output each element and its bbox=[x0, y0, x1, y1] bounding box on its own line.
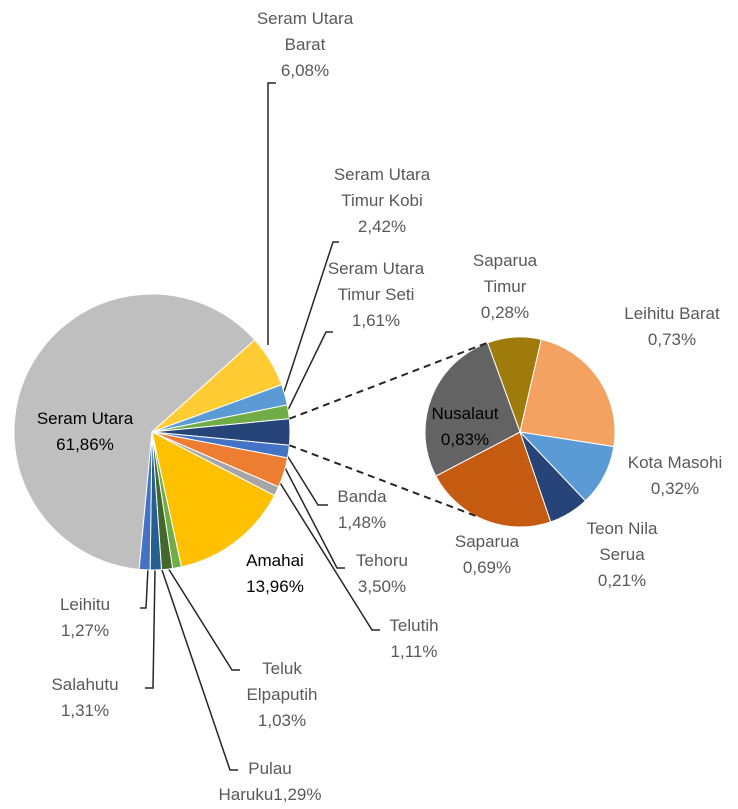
data-label: Salahutu 1,31% bbox=[40, 672, 130, 724]
leader-line bbox=[281, 461, 345, 569]
value-label: 0,83% bbox=[440, 430, 490, 449]
data-label: Teon Nila Serua 0,21% bbox=[577, 516, 667, 594]
category-label: Pulau Haruku bbox=[218, 759, 292, 804]
category-label: Leihitu bbox=[59, 595, 111, 614]
value-label: 61,86% bbox=[56, 435, 114, 454]
value-label: 2,42% bbox=[357, 217, 407, 236]
data-label: Amahai 13,96% bbox=[230, 548, 320, 600]
data-label: Telutih 1,11% bbox=[374, 613, 454, 665]
data-label: Saparua 0,69% bbox=[442, 529, 532, 581]
data-label: Tehoru 3,50% bbox=[342, 548, 422, 600]
data-label: Banda 1,48% bbox=[327, 484, 397, 536]
value-label: 1,11% bbox=[390, 642, 438, 661]
data-label: Nusalaut 0,83% bbox=[420, 401, 510, 453]
data-label: Saparua Timur 0,28% bbox=[465, 248, 545, 326]
value-label: 0,69% bbox=[462, 558, 512, 577]
data-label: Pulau Haruku1,29% bbox=[215, 756, 325, 808]
pie-slice bbox=[435, 431, 552, 528]
pie-slice bbox=[13, 293, 256, 570]
category-label: Tehoru bbox=[356, 551, 408, 570]
value-label: 0,21% bbox=[597, 571, 647, 590]
value-label: 0,32% bbox=[650, 479, 700, 498]
category-label: Seram Utara bbox=[36, 409, 134, 428]
leader-line bbox=[140, 567, 149, 609]
data-label: Leihitu Barat 0,73% bbox=[607, 301, 737, 353]
category-label: Saparua bbox=[454, 532, 520, 551]
value-label: 6,08% bbox=[280, 61, 330, 80]
data-label: Seram Utara Timur Kobi 2,42% bbox=[322, 162, 442, 240]
category-label: Nusalaut bbox=[431, 404, 499, 423]
category-label: Saparua Timur bbox=[472, 251, 538, 296]
pie-slice bbox=[424, 342, 521, 477]
category-label: Salahutu bbox=[51, 675, 119, 694]
data-label: Seram Utara Barat 6,08% bbox=[250, 6, 360, 84]
data-label: Leihitu 1,27% bbox=[45, 592, 125, 644]
value-label: 1,48% bbox=[337, 513, 387, 532]
data-label: Teluk Elpaputih 1,03% bbox=[232, 656, 332, 734]
value-label: 0,28% bbox=[480, 303, 530, 322]
leader-line bbox=[284, 451, 328, 506]
value-label: 0,73% bbox=[647, 330, 697, 349]
data-label: Seram Utara 61,86% bbox=[20, 406, 150, 458]
pie-slice bbox=[138, 431, 153, 571]
data-label: Kota Masohi 0,32% bbox=[610, 450, 738, 502]
leader-line bbox=[167, 567, 240, 671]
category-label: Amahai bbox=[246, 551, 304, 570]
leader-line bbox=[267, 82, 276, 345]
leader-line bbox=[271, 469, 380, 631]
value-label: 1,03% bbox=[257, 711, 307, 730]
category-label: Banda bbox=[337, 487, 387, 506]
pie-slice bbox=[151, 431, 276, 568]
leader-line bbox=[281, 241, 339, 399]
category-label: Seram Utara Timur Seti bbox=[327, 259, 425, 304]
data-label: Seram Utara Timur Seti 1,61% bbox=[316, 256, 436, 334]
category-label: Seram Utara Barat bbox=[256, 9, 354, 54]
value-label: 1,27% bbox=[60, 621, 110, 640]
category-label: Leihitu Barat bbox=[624, 304, 720, 323]
value-label: 1,61% bbox=[351, 311, 401, 330]
leader-line bbox=[145, 569, 156, 689]
value-label: 3,50% bbox=[357, 577, 407, 596]
value-label: 13,96% bbox=[246, 577, 304, 596]
category-label: Kota Masohi bbox=[627, 453, 723, 472]
connector-line bbox=[289, 444, 481, 519]
category-label: Seram Utara Timur Kobi bbox=[333, 165, 431, 210]
leader-line bbox=[161, 569, 238, 771]
category-label: Telutih bbox=[389, 616, 439, 635]
category-label: Teon Nila Serua bbox=[586, 519, 658, 564]
value-label: 1,31% bbox=[60, 701, 110, 720]
pie-slice bbox=[519, 338, 616, 448]
value-label: 1,29% bbox=[273, 785, 322, 804]
leader-line bbox=[286, 331, 333, 413]
category-label: Teluk Elpaputih bbox=[246, 659, 318, 704]
